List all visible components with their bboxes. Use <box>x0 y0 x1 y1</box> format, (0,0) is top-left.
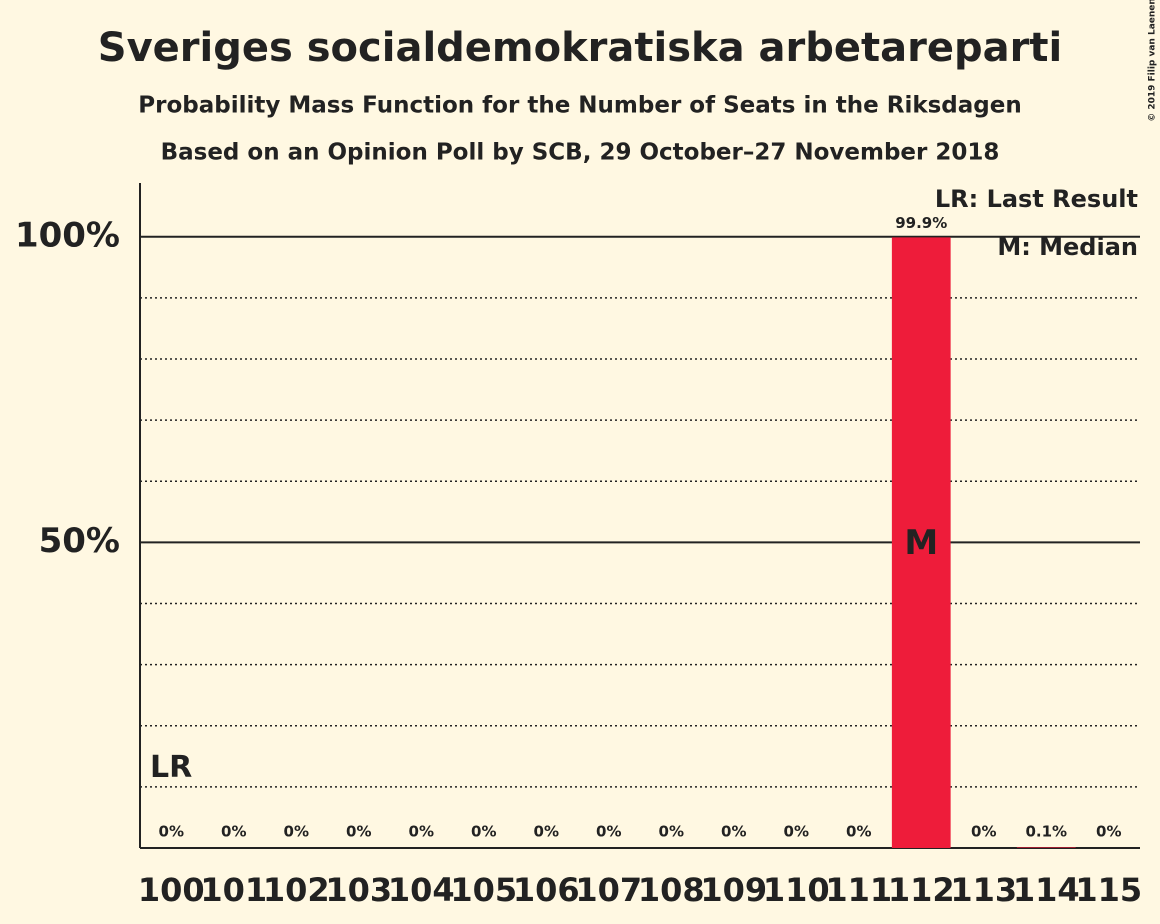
x-tick-label: 112 <box>888 871 955 909</box>
bar <box>1016 847 1076 848</box>
value-label: 0% <box>596 823 621 841</box>
value-label: 0% <box>221 823 246 841</box>
value-label: 0% <box>971 823 996 841</box>
value-label: 0.1% <box>1025 823 1067 841</box>
chart-subtitle: Based on an Opinion Poll by SCB, 29 Octo… <box>161 140 1000 166</box>
value-label: 0% <box>534 823 559 841</box>
value-label: 0% <box>721 823 746 841</box>
chart-subtitle: Probability Mass Function for the Number… <box>138 93 1021 119</box>
copyright: © 2019 Filip van Laenen <box>1148 0 1158 122</box>
x-tick-label: 109 <box>700 871 767 909</box>
value-label: 99.9% <box>895 214 947 232</box>
value-label: 0% <box>159 823 184 841</box>
value-label: 0% <box>846 823 871 841</box>
value-label: 0% <box>659 823 684 841</box>
x-tick-label: 106 <box>513 871 580 909</box>
x-tick-label: 108 <box>638 871 705 909</box>
value-label: 0% <box>784 823 809 841</box>
x-tick-label: 110 <box>763 871 830 909</box>
x-tick-label: 111 <box>825 871 892 909</box>
value-label: 0% <box>346 823 371 841</box>
bar <box>891 237 951 849</box>
x-tick-label: 104 <box>388 871 455 909</box>
chart-title: Sveriges socialdemokratiska arbetarepart… <box>98 25 1062 71</box>
y-tick-label: 50% <box>39 521 120 561</box>
legend-entry: LR: Last Result <box>935 185 1138 213</box>
annotation: LR <box>150 750 192 785</box>
x-tick-label: 114 <box>1013 871 1080 909</box>
x-tick-label: 103 <box>325 871 392 909</box>
value-label: 0% <box>284 823 309 841</box>
x-tick-label: 113 <box>950 871 1017 909</box>
value-label: 0% <box>471 823 496 841</box>
x-tick-label: 107 <box>575 871 642 909</box>
x-tick-label: 115 <box>1075 871 1142 909</box>
value-label: 0% <box>1096 823 1121 841</box>
x-tick-label: 101 <box>200 871 267 909</box>
value-label: 0% <box>409 823 434 841</box>
x-tick-label: 102 <box>263 871 330 909</box>
annotation: M <box>904 523 938 563</box>
y-tick-label: 100% <box>15 215 120 255</box>
x-tick-label: 105 <box>450 871 517 909</box>
x-tick-label: 100 <box>138 871 205 909</box>
